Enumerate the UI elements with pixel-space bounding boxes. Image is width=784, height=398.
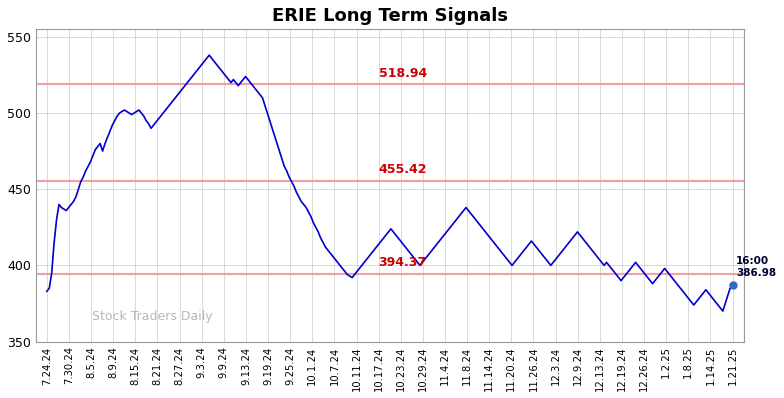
- Text: 394.37: 394.37: [379, 256, 426, 269]
- Text: 455.42: 455.42: [379, 164, 427, 176]
- Text: 518.94: 518.94: [379, 66, 426, 80]
- Title: ERIE Long Term Signals: ERIE Long Term Signals: [272, 7, 508, 25]
- Text: Stock Traders Daily: Stock Traders Daily: [93, 310, 213, 323]
- Text: 16:00
386.98: 16:00 386.98: [736, 256, 776, 277]
